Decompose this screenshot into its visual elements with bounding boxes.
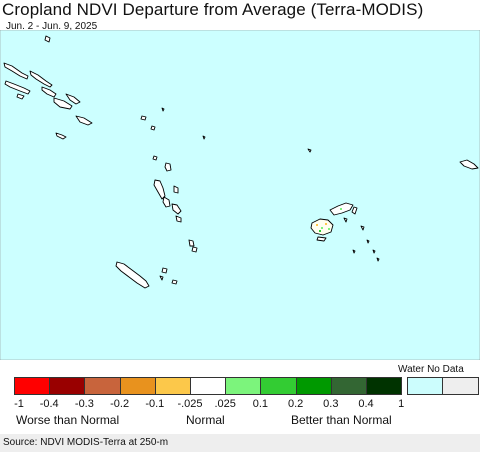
legend-tick-10: 0.4 (358, 398, 374, 410)
better-than-normal-label: Better than Normal (291, 413, 392, 427)
legend-swatch-11 (407, 377, 444, 395)
map-area (0, 30, 480, 360)
island-solomon-7 (75, 115, 93, 126)
legend-tick-2: -0.3 (74, 398, 94, 410)
island-solomon-2 (29, 70, 53, 88)
legend-tick-6: .025 (214, 398, 236, 410)
island-fiji-small-2 (360, 225, 365, 231)
island-small-5 (152, 155, 158, 161)
legend-tick-0: -1 (14, 398, 24, 410)
island-solomon-8 (16, 93, 25, 100)
legend-swatch-12 (442, 377, 479, 395)
island-rotuma (307, 148, 312, 153)
legend-swatch-6 (225, 377, 262, 395)
legend-swatch-1 (49, 377, 86, 395)
island-vanuatu-3 (162, 196, 171, 208)
legend-swatch-2 (84, 377, 121, 395)
island-small-4 (202, 135, 206, 140)
legend-swatch-7 (260, 377, 297, 395)
island-solomon-9 (44, 35, 51, 43)
legend-tick-11: 1 (398, 398, 405, 410)
island-vanuatu-10 (171, 279, 178, 285)
island-solomon-10 (55, 132, 67, 140)
island-fiji-kadavu (316, 236, 327, 242)
map-title: Cropland NDVI Departure from Average (Te… (2, 0, 424, 19)
island-solomon-1 (3, 62, 29, 80)
island-vanuatu-6 (175, 215, 182, 223)
legend-tick-8: 0.2 (287, 398, 304, 410)
legend-swatch-3 (119, 377, 156, 395)
legend-tick-9: 0.3 (323, 398, 339, 410)
legend-tick-7: 0.1 (252, 398, 269, 410)
island-small-3 (161, 107, 165, 112)
island-solomon-3 (4, 80, 31, 95)
water-nodata-label: Water No Data (398, 364, 464, 375)
island-solomon-6 (65, 93, 81, 105)
island-samoa (459, 159, 479, 170)
island-fiji-taveuni (351, 206, 358, 215)
island-fiji-small-3 (366, 239, 370, 244)
island-vanuatu-8 (191, 246, 198, 253)
island-fiji-small-1 (343, 217, 348, 223)
island-vanuatu-4 (173, 185, 179, 194)
legend-swatch-10 (366, 377, 403, 395)
legend-tick-1: -0.4 (39, 398, 59, 410)
normal-label: Normal (186, 413, 225, 427)
ocean (0, 30, 480, 360)
island-vanuatu-5 (171, 203, 182, 215)
island-vanuatu-7 (188, 239, 195, 247)
source-note: Source: NDVI MODIS-Terra at 250-m (0, 434, 480, 452)
legend-swatch-0 (14, 377, 51, 395)
legend-swatch-9 (330, 377, 367, 395)
worse-than-normal-label: Worse than Normal (16, 413, 120, 427)
cropland-pixels (316, 208, 342, 232)
island-solomon-4 (41, 86, 57, 98)
legend-swatch-4 (154, 377, 191, 395)
legend-tick-4: -0.1 (145, 398, 165, 410)
legend-tick-3: -0.2 (110, 398, 130, 410)
legend-swatch-8 (295, 377, 332, 395)
island-fiji-small-6 (376, 257, 380, 262)
date-range: Jun. 2 - Jun. 9, 2025 (6, 21, 98, 32)
island-loyalty-1 (159, 275, 164, 281)
island-solomon-5 (53, 97, 73, 110)
island-fiji-small-5 (352, 249, 356, 254)
legend-swatch-5 (190, 377, 227, 395)
island-small-2 (150, 125, 156, 131)
island-new-caledonia (115, 261, 150, 289)
island-vanuatu-9 (161, 267, 168, 274)
island-fiji-small-4 (372, 249, 376, 254)
legend-tick-5: -.025 (177, 398, 203, 410)
island-vanuatu-1 (164, 162, 172, 172)
island-small-1 (140, 115, 147, 121)
